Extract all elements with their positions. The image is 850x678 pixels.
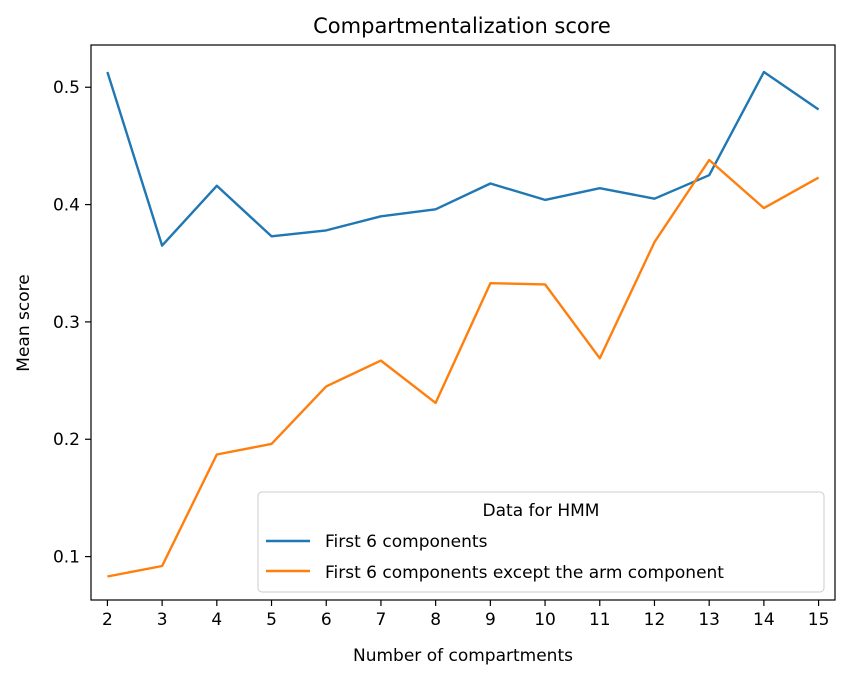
x-tick-label: 13 — [698, 610, 720, 630]
x-tick-label: 7 — [376, 610, 387, 630]
x-tick-label: 8 — [430, 610, 441, 630]
x-tick-label: 10 — [534, 610, 556, 630]
legend: Data for HMM First 6 components First 6 … — [257, 491, 825, 593]
x-tick-label: 14 — [753, 610, 775, 630]
x-tick-label: 3 — [157, 610, 168, 630]
x-axis-label: Number of compartments — [353, 646, 573, 666]
x-tick-label: 6 — [321, 610, 332, 630]
y-tick-label: 0.4 — [53, 196, 80, 216]
x-tick-label: 11 — [589, 610, 611, 630]
x-tick-label: 12 — [644, 610, 666, 630]
y-axis: 0.1 0.2 0.3 0.4 0.5 — [53, 78, 91, 568]
legend-label-except-arm: First 6 components except the arm compon… — [325, 563, 724, 583]
x-axis: 2 3 4 5 6 7 8 9 10 11 12 13 14 15 — [102, 600, 829, 630]
y-tick-label: 0.1 — [53, 548, 80, 568]
chart-title: Compartmentalization score — [313, 14, 611, 38]
x-tick-label: 2 — [102, 610, 113, 630]
x-tick-label: 15 — [808, 610, 830, 630]
legend-title: Data for HMM — [483, 501, 600, 521]
y-axis-label: Mean score — [14, 274, 34, 371]
series-layer — [106, 70, 820, 578]
y-tick-label: 0.5 — [53, 78, 80, 98]
legend-box — [257, 491, 825, 593]
series-line-0 — [106, 70, 820, 247]
x-tick-label: 4 — [211, 610, 222, 630]
legend-label-first-6-components: First 6 components — [325, 532, 488, 552]
x-tick-label: 9 — [485, 610, 496, 630]
series-line-1 — [107, 158, 820, 578]
y-tick-label: 0.2 — [53, 430, 80, 450]
y-tick-label: 0.3 — [53, 313, 80, 333]
x-tick-label: 5 — [266, 610, 277, 630]
